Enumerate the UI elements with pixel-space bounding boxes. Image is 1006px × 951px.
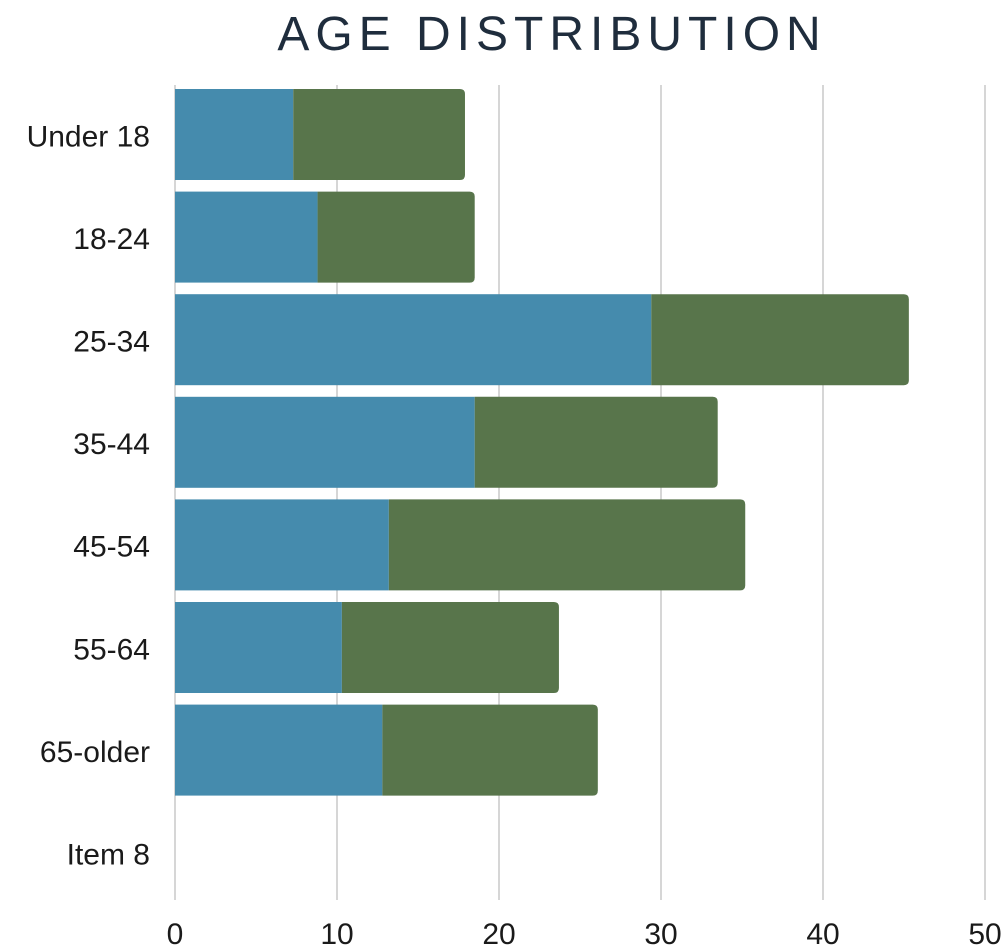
x-tick-label: 0	[167, 918, 184, 951]
category-label: 55-64	[73, 633, 150, 666]
bar-segment-1	[175, 396, 475, 488]
bars	[175, 89, 909, 796]
bar-segment-1	[175, 191, 318, 283]
x-tick-label: 50	[968, 918, 1001, 951]
x-tick-label: 30	[644, 918, 677, 951]
bar-segment-1	[175, 704, 383, 796]
x-tick-label: 20	[482, 918, 515, 951]
category-labels: Under 18 18-24 25-34 35-44 45-54 55-64 65-olde…	[27, 120, 150, 871]
bar-segment-2	[388, 499, 746, 591]
bar-segment-1	[175, 294, 652, 386]
bar-segment-2	[474, 396, 718, 488]
bar-segment-1	[175, 499, 389, 591]
bar-segment-2	[293, 89, 465, 180]
x-tick-label: 10	[320, 918, 353, 951]
bar-segment-2	[341, 602, 559, 693]
category-label: 65-older	[40, 736, 150, 769]
x-axis-ticks: 0 10 20 30 40 50	[167, 918, 1002, 951]
bar-segment-1	[175, 602, 342, 693]
category-label: 18-24	[73, 223, 150, 256]
category-label: 35-44	[73, 428, 150, 461]
category-label: 45-54	[73, 531, 150, 564]
category-label: Item 8	[67, 839, 150, 872]
bar-segment-2	[651, 294, 909, 386]
bar-segment-2	[382, 704, 598, 796]
x-tick-label: 40	[806, 918, 839, 951]
category-label: Under 18	[27, 120, 150, 153]
bar-segment-1	[175, 89, 294, 180]
category-label: 25-34	[73, 326, 150, 359]
bar-segment-2	[317, 191, 475, 283]
chart-title: AGE DISTRIBUTION	[277, 8, 826, 61]
